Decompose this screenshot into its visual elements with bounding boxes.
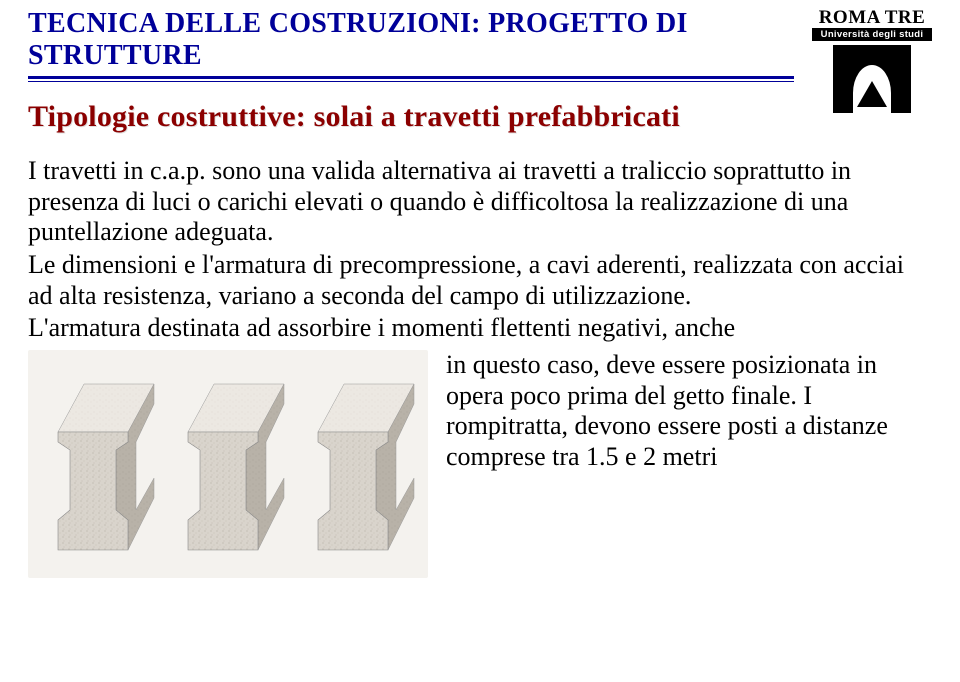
paragraph-4: in questo caso, deve essere posizionata … xyxy=(446,350,932,578)
logo-subtitle: Università degli studi xyxy=(812,28,932,41)
beam-2 xyxy=(188,384,284,550)
header-rule-thin xyxy=(28,81,794,82)
header-rule-thick xyxy=(28,76,794,79)
logo-title: ROMA TRE xyxy=(812,8,932,27)
beams-illustration xyxy=(28,350,428,578)
paragraph-2: Le dimensioni e l'armatura di precompres… xyxy=(28,250,932,311)
beam-1 xyxy=(58,384,154,550)
course-title: TECNICA DELLE COSTRUZIONI: PROGETTO DI S… xyxy=(28,8,794,72)
beam-3 xyxy=(318,384,414,550)
paragraph-3: L'armatura destinata ad assorbire i mome… xyxy=(28,313,932,344)
university-logo: ROMA TRE Università degli studi xyxy=(812,8,932,113)
paragraph-1: I travetti in c.a.p. sono una valida alt… xyxy=(28,156,932,248)
slide-subtitle: Tipologie costruttive: solai a travetti … xyxy=(28,100,794,134)
logo-arch-icon xyxy=(812,45,932,113)
